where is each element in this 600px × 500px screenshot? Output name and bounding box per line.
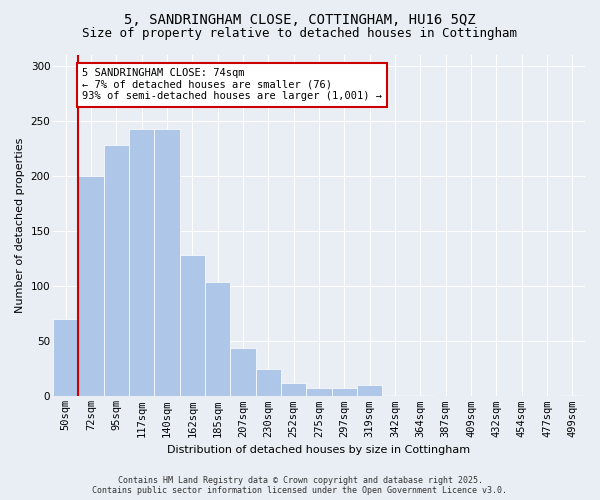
Bar [230, 348, 256, 397]
Bar [205, 282, 230, 397]
Text: Size of property relative to detached houses in Cottingham: Size of property relative to detached ho… [83, 28, 517, 40]
Bar [79, 176, 104, 396]
Bar [104, 146, 129, 396]
Text: Contains HM Land Registry data © Crown copyright and database right 2025.
Contai: Contains HM Land Registry data © Crown c… [92, 476, 508, 495]
Bar [357, 386, 382, 396]
Bar [281, 383, 307, 396]
Bar [180, 256, 205, 396]
Bar [53, 320, 79, 396]
Bar [307, 388, 332, 396]
Y-axis label: Number of detached properties: Number of detached properties [15, 138, 25, 314]
Bar [332, 388, 357, 396]
Bar [129, 129, 154, 396]
X-axis label: Distribution of detached houses by size in Cottingham: Distribution of detached houses by size … [167, 445, 470, 455]
Bar [154, 129, 180, 396]
Bar [256, 369, 281, 396]
Text: 5 SANDRINGHAM CLOSE: 74sqm
← 7% of detached houses are smaller (76)
93% of semi-: 5 SANDRINGHAM CLOSE: 74sqm ← 7% of detac… [82, 68, 382, 102]
Text: 5, SANDRINGHAM CLOSE, COTTINGHAM, HU16 5QZ: 5, SANDRINGHAM CLOSE, COTTINGHAM, HU16 5… [124, 12, 476, 26]
